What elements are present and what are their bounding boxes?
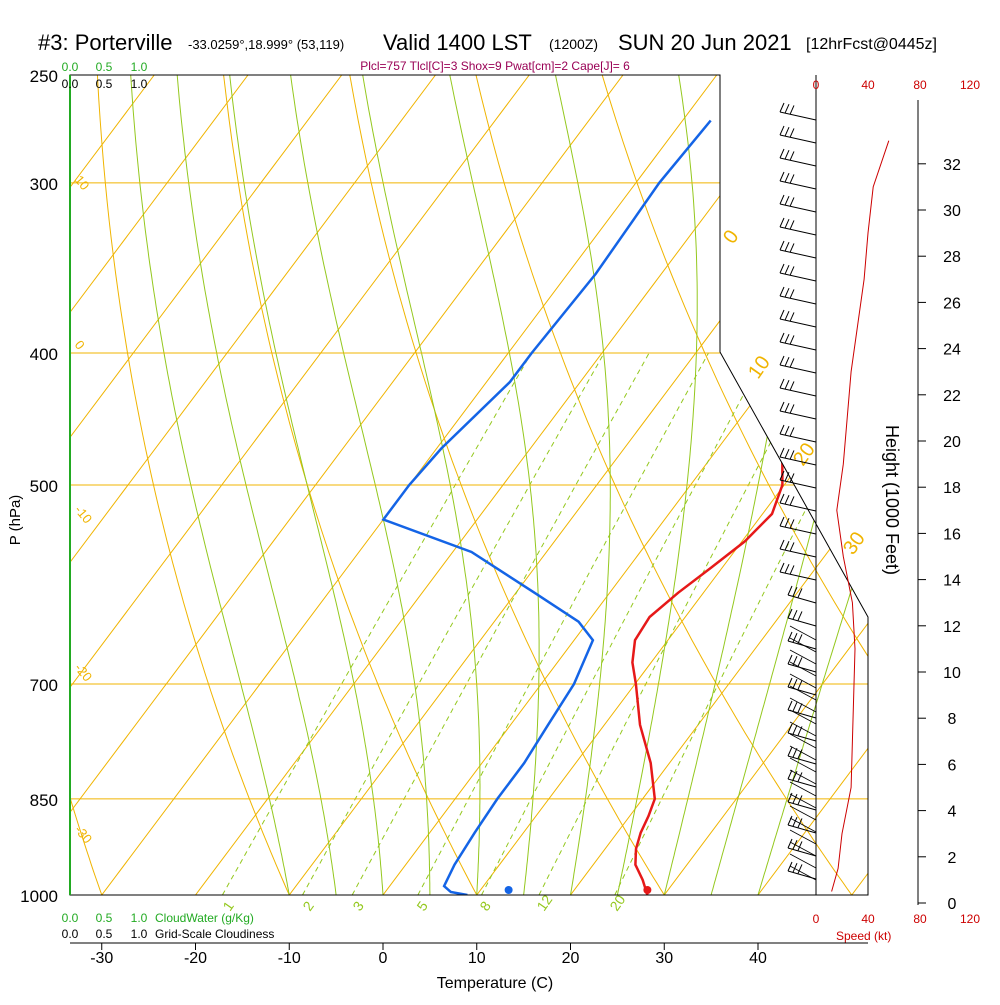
cloudiness-tick-top: 0.0 (62, 77, 79, 91)
height-tick-label: 26 (943, 295, 961, 312)
y-axis-title: P (hPa) (7, 495, 24, 546)
pressure-tick-label: 500 (30, 477, 58, 496)
wind-speed-tick-top: 40 (861, 78, 875, 92)
cloudwater-tick-top: 0.5 (96, 60, 113, 74)
forecast-date: SUN 20 Jun 2021 (618, 30, 792, 55)
height-tick-label: 20 (943, 434, 961, 451)
valid-time: Valid 1400 LST (383, 30, 532, 55)
cloudiness-tick-top: 1.0 (131, 77, 148, 91)
height-tick-label: 8 (948, 711, 957, 728)
pressure-tick-label: 850 (30, 791, 58, 810)
cloudiness-tick-bottom: 0.0 (62, 927, 79, 941)
cloudiness-title: Grid-Scale Cloudiness (155, 927, 274, 941)
temperature-tick-label: -10 (278, 950, 301, 967)
cloudiness-tick-top: 0.5 (96, 77, 113, 91)
temperature-tick-label: -30 (90, 950, 113, 967)
height-tick-label: 32 (943, 157, 961, 174)
cloudwater-title: CloudWater (g/Kg) (155, 911, 254, 925)
height-tick-label: 10 (943, 665, 961, 682)
height-tick-label: 16 (943, 526, 961, 543)
station-title: #3: Porterville (38, 30, 173, 55)
x-axis-title: Temperature (C) (437, 975, 553, 992)
height-tick-label: 22 (943, 388, 961, 405)
cloudwater-tick-bottom: 1.0 (131, 911, 148, 925)
pressure-tick-label: 300 (30, 175, 58, 194)
cloudwater-tick-top: 1.0 (131, 60, 148, 74)
wind-speed-tick-bottom: 80 (913, 912, 927, 926)
wind-speed-tick-bottom: 0 (813, 912, 820, 926)
wind-speed-tick-top: 120 (960, 78, 980, 92)
height-tick-label: 2 (948, 850, 957, 867)
temperature-tick-label: 10 (468, 950, 486, 967)
height-tick-label: 28 (943, 249, 961, 266)
surface-dewpoint-marker (505, 886, 513, 894)
utc-time: (1200Z) (549, 36, 598, 52)
wind-speed-title: Speed (kt) (836, 929, 891, 943)
cloudiness-tick-bottom: 0.5 (96, 927, 113, 941)
height-tick-label: 4 (948, 804, 957, 821)
surface-temperature-marker (643, 886, 651, 894)
temperature-tick-label: 0 (379, 950, 388, 967)
wind-speed-tick-top: 0 (813, 78, 820, 92)
wind-speed-tick-top: 80 (913, 78, 927, 92)
pressure-tick-label: 400 (30, 345, 58, 364)
temperature-tick-label: -20 (184, 950, 207, 967)
wind-speed-tick-bottom: 120 (960, 912, 980, 926)
stability-indices: Plcl=757 Tlcl[C]=3 Shox=9 Pwat[cm]=2 Cap… (360, 59, 630, 73)
height-tick-label: 0 (948, 896, 957, 913)
pressure-tick-label: 1000 (20, 887, 58, 906)
temperature-tick-label: 40 (749, 950, 767, 967)
cloudiness-tick-bottom: 1.0 (131, 927, 148, 941)
height-tick-label: 14 (943, 573, 961, 590)
temperature-tick-label: 20 (562, 950, 580, 967)
forecast-info: [12hrFcst@0445z] (806, 36, 937, 53)
cloudwater-tick-bottom: 0.0 (62, 911, 79, 925)
pressure-tick-label: 700 (30, 676, 58, 695)
wind-speed-tick-bottom: 40 (861, 912, 875, 926)
height-tick-label: 12 (943, 619, 961, 636)
height-tick-label: 18 (943, 480, 961, 497)
pressure-tick-label: 250 (30, 67, 58, 86)
height-tick-label: 24 (943, 342, 961, 359)
temperature-tick-label: 30 (655, 950, 673, 967)
height-tick-label: 30 (943, 203, 961, 220)
cloudwater-tick-bottom: 0.5 (96, 911, 113, 925)
station-coords: -33.0259°,18.999° (53,119) (188, 37, 344, 52)
height-axis-title: Height (1000 Feet) (882, 425, 902, 575)
height-tick-label: 6 (948, 757, 957, 774)
cloudwater-tick-top: 0.0 (62, 60, 79, 74)
